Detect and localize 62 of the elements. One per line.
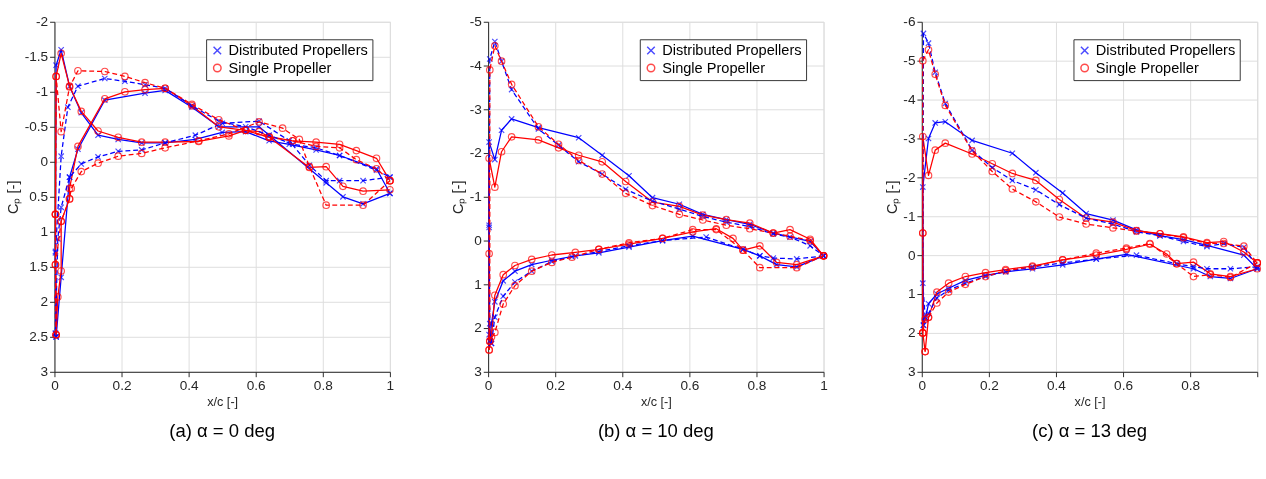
y-tick-label: 1.5 [29,259,49,275]
x-axis-title: x/c [-] [207,395,239,410]
y-tick-label: -4 [469,57,483,73]
y-tick-label: -5 [469,14,482,30]
legend-label: Distributed Propellers [228,42,368,59]
y-tick-label: -2 [469,145,482,161]
y-tick-label: 1 [40,224,49,240]
x-tick-label: 0.8 [313,377,333,393]
text: (c) α = 13 deg [1032,419,1147,441]
legend-label: Single Propeller [228,59,332,76]
x-tick-label: 0 [484,377,493,393]
y-tick-label: -1.5 [24,49,49,65]
y-tick-label: 3 [907,364,916,380]
x-axis-title: x/c [-] [640,395,672,410]
legend-label: Single Propeller [1095,59,1199,76]
y-tick-label: -3 [469,101,482,117]
y-tick-label: -4 [903,91,916,107]
x-tick-label: 0.4 [613,377,633,393]
x-tick-label: 0.4 [1047,377,1067,393]
y-tick-label: -1 [36,84,49,100]
x-tick-label: 0.6 [680,377,700,393]
x-tick-label: 0.2 [546,377,566,393]
x-tick-label: 0.2 [979,377,999,393]
y-axis-title: Cₚ [-] [883,180,901,215]
y-tick-label: 0 [474,232,483,248]
x-tick-label: 0.8 [1181,377,1201,393]
x-tick-label: 1 [820,377,828,393]
legend-label: Distributed Propellers [1095,42,1236,59]
y-tick-label: -1 [469,189,482,205]
x-tick-label: 0 [918,377,927,393]
x-tick-label: 0.4 [179,377,200,393]
text: (a) α = 0 deg [169,419,276,441]
legend-label: Distributed Propellers [662,42,802,59]
legend-label: Single Propeller [662,59,766,76]
x-tick-label: 0.6 [246,377,266,393]
x-tick-label: 1 [386,377,395,393]
x-tick-label: 0.8 [747,377,767,393]
x-tick-label: 0.2 [112,377,132,393]
y-tick-label: 2 [40,294,49,310]
y-tick-label: 2 [474,320,482,336]
x-tick-label: 0 [51,377,60,393]
y-tick-label: 2 [907,325,916,341]
x-axis-title: x/c [-] [1074,395,1106,410]
y-tick-label: -5 [903,53,916,69]
y-tick-label: 3 [474,364,482,380]
text: (b) α = 10 deg [597,419,714,441]
y-tick-label: 2.5 [29,329,49,345]
y-tick-label: -0.5 [24,119,49,135]
y-axis-title: Cₚ [-] [4,180,22,215]
y-tick-label: -6 [903,14,916,30]
y-tick-label: -2 [36,14,49,30]
y-tick-label: 3 [40,364,49,380]
x-tick-label: 0.6 [1114,377,1134,393]
y-tick-label: -3 [903,130,916,146]
y-tick-label: -1 [903,208,916,224]
y-tick-label: 0 [907,247,916,263]
y-tick-label: 0.5 [29,189,49,205]
y-tick-label: 1 [474,276,482,292]
y-tick-label: 0 [40,154,49,170]
y-tick-label: -2 [903,169,916,185]
y-axis-title: Cₚ [-] [449,180,467,215]
y-tick-label: 1 [907,286,916,302]
